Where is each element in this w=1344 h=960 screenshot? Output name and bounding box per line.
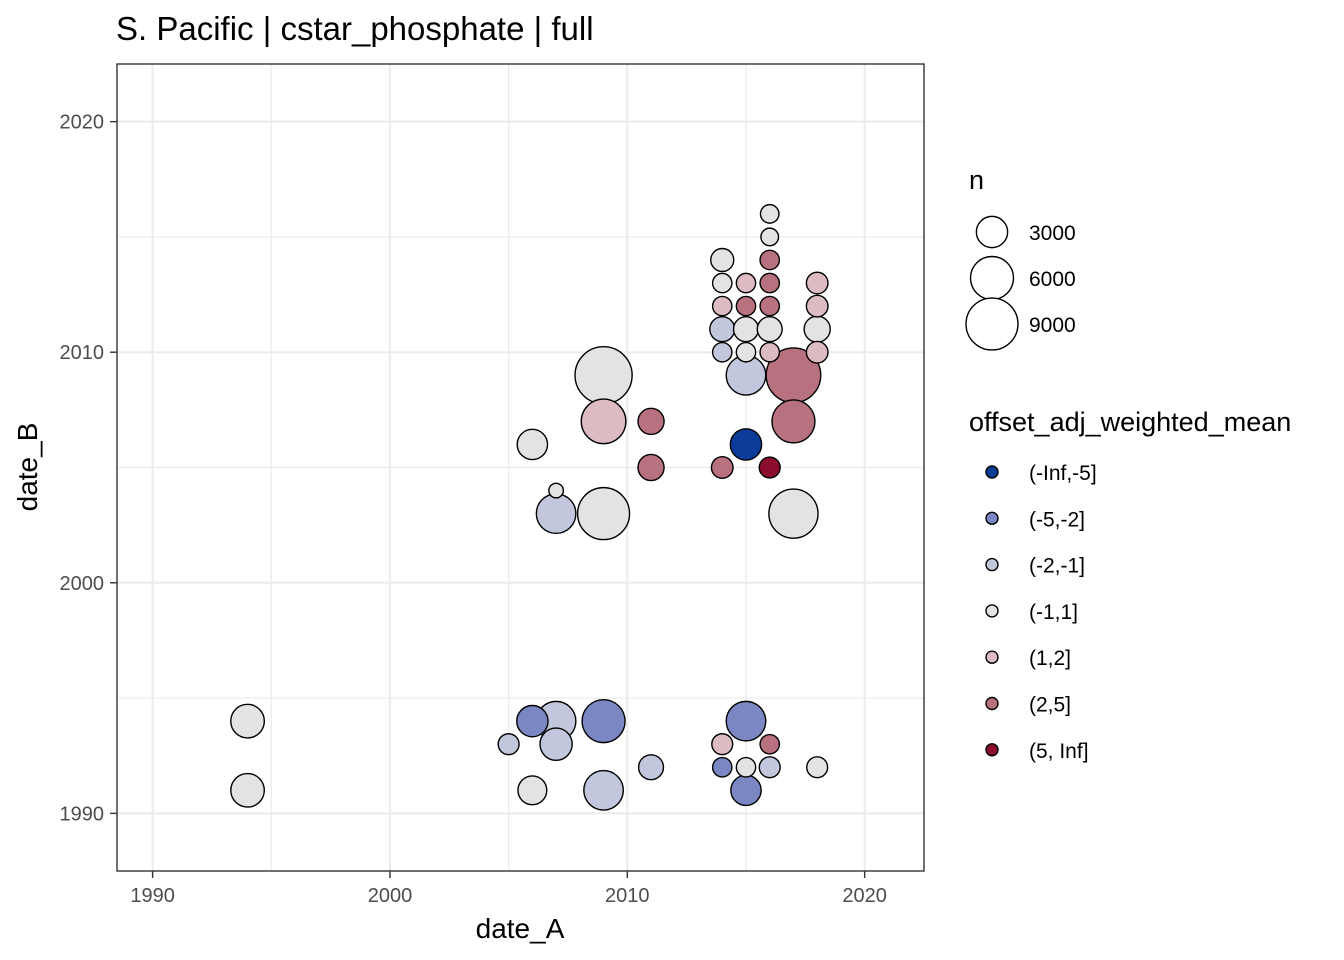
size-legend: n 3000 6000 9000 [965,165,1076,351]
color-legend-key [985,511,999,525]
x-tick-label: 2020 [842,885,887,907]
data-point [730,774,762,807]
data-point [576,486,631,541]
data-point [759,272,781,294]
color-legend-key [985,604,999,618]
y-tick-label: 2000 [60,573,105,595]
panel-border [116,63,925,872]
data-point [805,294,829,318]
data-point [735,272,757,294]
y-axis-ticks: 1990 2000 2010 2020 [60,112,117,825]
data-point [756,316,783,343]
chart-title: S. Pacific | cstar_phosphate | full [116,10,594,47]
data-point [805,340,829,364]
data-point [517,775,548,806]
data-point [806,756,829,779]
color-legend-key [985,743,999,757]
data-point [637,453,665,482]
data-point [729,428,763,461]
color-legend-label: (5, Inf] [1029,740,1089,763]
size-legend-label: 9000 [1029,314,1076,337]
data-point [497,733,520,756]
data-point [516,428,549,461]
data-point [759,203,780,224]
data-point [583,769,625,811]
data-point [735,295,757,317]
data-point [771,399,816,444]
data-point [805,271,829,295]
x-axis-ticks: 1990 2000 2010 2020 [130,871,887,907]
data-points [230,203,831,811]
grid-lines [117,64,924,871]
size-legend-title: n [969,165,984,195]
size-legend-label: 3000 [1029,222,1076,245]
data-point [711,756,733,778]
size-legend-key [975,215,1009,249]
data-point [768,488,819,539]
x-tick-label: 1990 [130,885,175,907]
data-point [710,455,734,480]
data-point [230,703,266,739]
color-legend-key [985,465,999,479]
data-point [709,316,736,343]
x-tick-label: 2010 [605,885,650,907]
color-legend-key [985,557,999,572]
data-point [725,700,767,742]
data-point [735,341,757,363]
data-point [758,456,781,479]
data-point [760,227,780,247]
data-point [803,315,831,343]
color-legend-title: offset_adj_weighted_mean [969,407,1291,437]
color-legend-label: (-2,-1] [1029,555,1085,578]
x-axis-title: date_A [476,913,565,944]
color-legend-label: (2,5] [1029,694,1071,717]
size-legend-key [965,297,1019,351]
data-point [637,407,665,436]
color-legend: offset_adj_weighted_mean (-Inf,-5] (-5,-2… [969,407,1291,763]
color-legend-label: (1,2] [1029,647,1071,670]
data-point [230,772,266,808]
data-point [759,733,781,755]
color-legend-label: (-5,-2] [1029,508,1085,531]
y-axis-title: date_B [12,423,43,512]
data-point [759,295,781,317]
data-point [580,398,627,445]
data-point [516,704,549,738]
size-legend-key [969,255,1015,301]
data-point [711,341,733,363]
data-point [711,733,734,756]
data-point [574,346,633,405]
y-tick-label: 1990 [60,803,105,825]
data-point [539,727,573,761]
color-legend-label: (-1,1] [1029,601,1078,624]
data-point [637,754,665,781]
data-point [535,493,577,535]
data-point [759,249,781,271]
data-point [735,756,757,778]
data-point [548,482,565,499]
data-point [710,247,735,273]
data-point [732,316,760,343]
data-point [581,698,626,744]
color-legend-label: (-Inf,-5] [1029,462,1097,485]
data-point [711,295,733,317]
x-tick-label: 2000 [368,885,413,907]
y-tick-label: 2020 [60,112,105,134]
data-point [759,341,781,363]
color-legend-key [985,650,999,664]
plot-panel [116,63,925,872]
y-tick-label: 2010 [60,342,105,364]
data-point [711,272,733,294]
color-legend-key [985,696,999,711]
size-legend-label: 6000 [1029,268,1076,291]
data-point [758,756,781,779]
